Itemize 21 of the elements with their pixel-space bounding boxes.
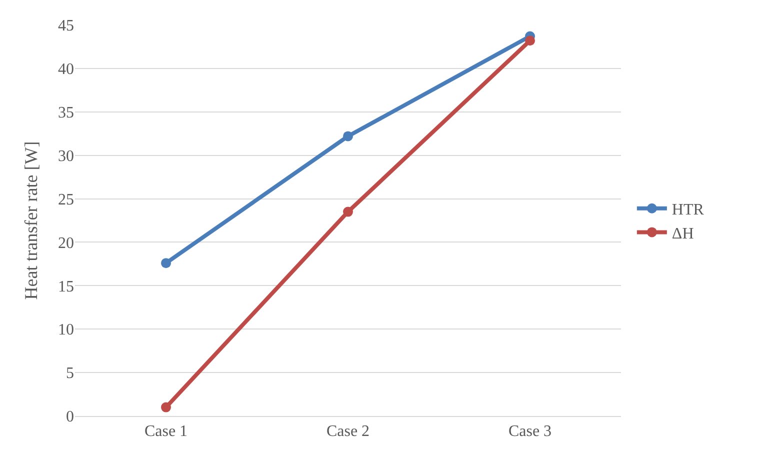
- point: [525, 36, 535, 46]
- y-tick-label: 15: [58, 278, 74, 296]
- legend-label: ΔH: [672, 225, 694, 242]
- x-tick-label: Case 2: [326, 423, 370, 440]
- y-tick-label: 30: [58, 148, 74, 165]
- y-tick-label: 35: [58, 104, 74, 122]
- y-tick-label: 5: [66, 365, 74, 382]
- point: [161, 402, 171, 412]
- point: [161, 258, 171, 268]
- y-axis-title: Heat transfer rate [W]: [21, 141, 42, 300]
- x-tick-label: Case 1: [144, 423, 188, 440]
- y-tick-label: 25: [58, 191, 74, 208]
- point: [343, 131, 353, 142]
- point: [343, 206, 353, 217]
- y-tick-label: 45: [58, 18, 74, 35]
- legend-label: HTR: [672, 202, 704, 219]
- y-tick-label: 0: [66, 408, 74, 426]
- y-tick-label: 20: [58, 234, 74, 252]
- y-tick-label: 10: [58, 322, 74, 339]
- y-tick-label: 40: [58, 61, 74, 78]
- x-tick-label: Case 3: [508, 423, 552, 440]
